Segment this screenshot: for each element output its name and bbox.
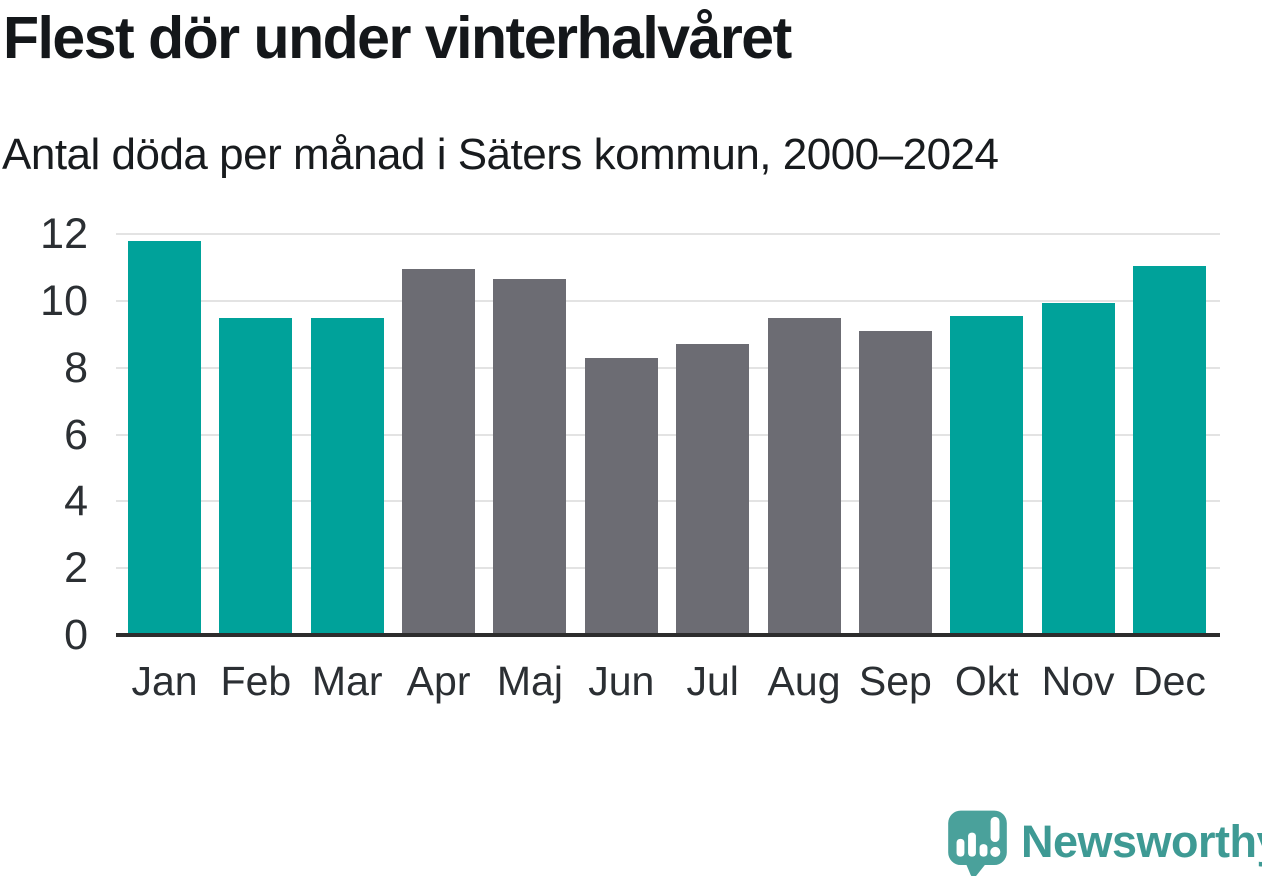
gridline-2	[116, 567, 1220, 570]
gridline-10	[116, 299, 1220, 302]
mini-bar-2	[968, 832, 976, 857]
exclamation-dot	[990, 846, 1001, 857]
x-tick-label-nov: Nov	[1041, 658, 1115, 704]
y-tick-label-6: 6	[64, 410, 88, 459]
y-tick-label-10: 10	[40, 276, 88, 325]
y-tick-label-0: 0	[64, 611, 88, 659]
bar-apr	[402, 269, 476, 635]
bar-nov	[1041, 302, 1115, 635]
x-tick-label-jul: Jul	[686, 658, 739, 704]
x-tick-label-jun: Jun	[588, 658, 655, 704]
plot-area	[116, 233, 1220, 635]
y-tick-label-12: 12	[40, 210, 88, 258]
x-tick-label-aug: Aug	[767, 658, 841, 704]
chart-subtitle: Antal döda per månad i Säters kommun, 20…	[2, 130, 999, 179]
x-tick-label-apr: Apr	[406, 658, 471, 704]
y-tick-label-8: 8	[64, 343, 88, 392]
bar-jan	[128, 240, 201, 635]
x-tick-label-sep: Sep	[858, 658, 932, 704]
gridline-12	[116, 233, 1220, 235]
bar-jul	[676, 344, 750, 635]
bar-dec	[1132, 265, 1206, 635]
bar-maj	[493, 279, 567, 635]
bar-aug	[767, 317, 841, 635]
mini-bar-3	[979, 844, 988, 857]
y-tick-label-4: 4	[64, 477, 88, 526]
bar-mar	[310, 317, 384, 635]
bar-feb	[219, 317, 293, 635]
bar-sep	[858, 330, 932, 635]
x-tick-label-feb: Feb	[220, 658, 292, 704]
chart-title: Flest dör under vinterhalvåret	[3, 5, 792, 71]
brand-name: Newsworthy	[1021, 816, 1262, 867]
x-tick-label-jan: Jan	[131, 658, 198, 704]
x-tick-label-mar: Mar	[311, 658, 383, 704]
gridline-8	[116, 366, 1220, 369]
newsworthy-logo-icon	[948, 810, 1007, 876]
exclamation-stem	[990, 816, 1000, 842]
x-tick-label-maj: Maj	[496, 658, 563, 704]
x-tick-label-okt: Okt	[954, 658, 1019, 704]
bar-okt	[950, 315, 1024, 635]
newsworthy-brand: Newsworthy	[944, 808, 1262, 876]
y-axis: 0 2 4 6 8 10 12	[0, 210, 96, 659]
x-axis: Jan Feb Mar Apr Maj Jun Jul Aug Sep Okt Nov Dec	[116, 658, 1220, 708]
y-tick-label-2: 2	[64, 544, 88, 593]
x-axis-line	[116, 633, 1220, 637]
gridline-6	[116, 433, 1220, 436]
gridline-4	[116, 500, 1220, 503]
mini-bar-1	[956, 838, 965, 857]
x-tick-label-dec: Dec	[1132, 658, 1206, 704]
bar-jun	[584, 357, 658, 635]
